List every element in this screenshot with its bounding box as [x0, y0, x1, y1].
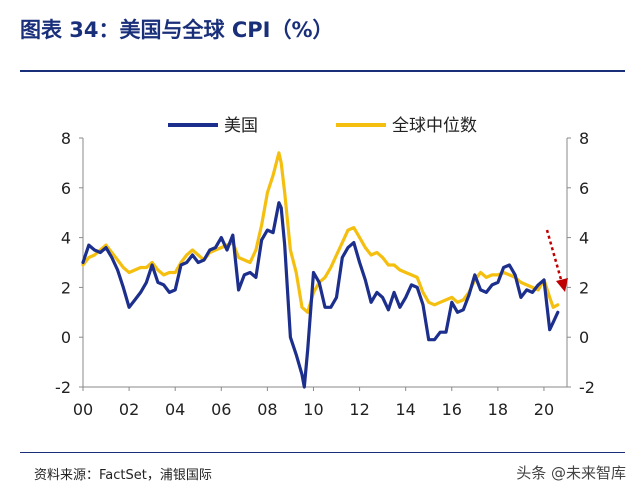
x-tick-label: 00 — [73, 400, 93, 419]
legend-label-global: 全球中位数 — [392, 116, 477, 136]
legend-label-us: 美国 — [224, 116, 258, 136]
y-tick-label-right: 6 — [579, 179, 589, 198]
y-tick-label-right: 0 — [579, 328, 589, 347]
y-tick-label-left: 4 — [61, 229, 71, 248]
y-tick-label-left: -2 — [55, 378, 71, 397]
x-tick-label: 20 — [534, 400, 554, 419]
chart-axes: -2 -20 02 24 46 68 800 02 04 06 08 10 12 14 16 18 20 — [55, 129, 595, 419]
y-tick-label-left: 0 — [61, 328, 71, 347]
y-tick-label-left: 8 — [61, 129, 71, 148]
y-tick-label-right: 8 — [579, 129, 589, 148]
y-tick-label-right: -2 — [579, 378, 595, 397]
arrow-shaft — [545, 229, 564, 284]
source-note: 资料来源：FactSet，浦银国际 — [34, 468, 212, 483]
y-tick-label-right: 2 — [579, 278, 589, 297]
watermark: 头条 @未来智库 — [516, 464, 626, 482]
series-line-us — [81, 201, 560, 389]
y-tick-label-right: 4 — [579, 229, 589, 248]
y-tick-label-left: 2 — [61, 278, 71, 297]
chart-series-group — [81, 151, 560, 389]
chart-container: -2 -2 0 0 2 2 4 4 6 6 8 8 00 02 04 06 08 10 12 14 16 18 20 美国全… — [0, 100, 640, 436]
x-tick-label: 06 — [211, 400, 231, 419]
x-tick-label: 12 — [349, 400, 369, 419]
x-tick-label: 16 — [442, 400, 462, 419]
source-divider — [20, 452, 625, 453]
chart-annotation — [545, 229, 568, 292]
x-tick-label: 08 — [257, 400, 277, 419]
x-tick-label: 10 — [303, 400, 323, 419]
x-tick-label: 14 — [395, 400, 415, 419]
y-tick-label-left: 6 — [61, 179, 71, 198]
title-divider — [20, 70, 625, 72]
page-title: 图表 34：美国与全球 CPI（%） — [20, 18, 334, 42]
x-tick-label: 04 — [165, 400, 185, 419]
chart-legend: 美国 全球中位数 — [168, 116, 477, 136]
arrow-head — [556, 278, 568, 292]
x-tick-label: 02 — [119, 400, 139, 419]
x-tick-label: 18 — [488, 400, 508, 419]
cpi-line-chart: -2 -20 02 24 46 68 800 02 04 06 08 10 12 14 16 18 20 美国全… — [55, 116, 595, 419]
